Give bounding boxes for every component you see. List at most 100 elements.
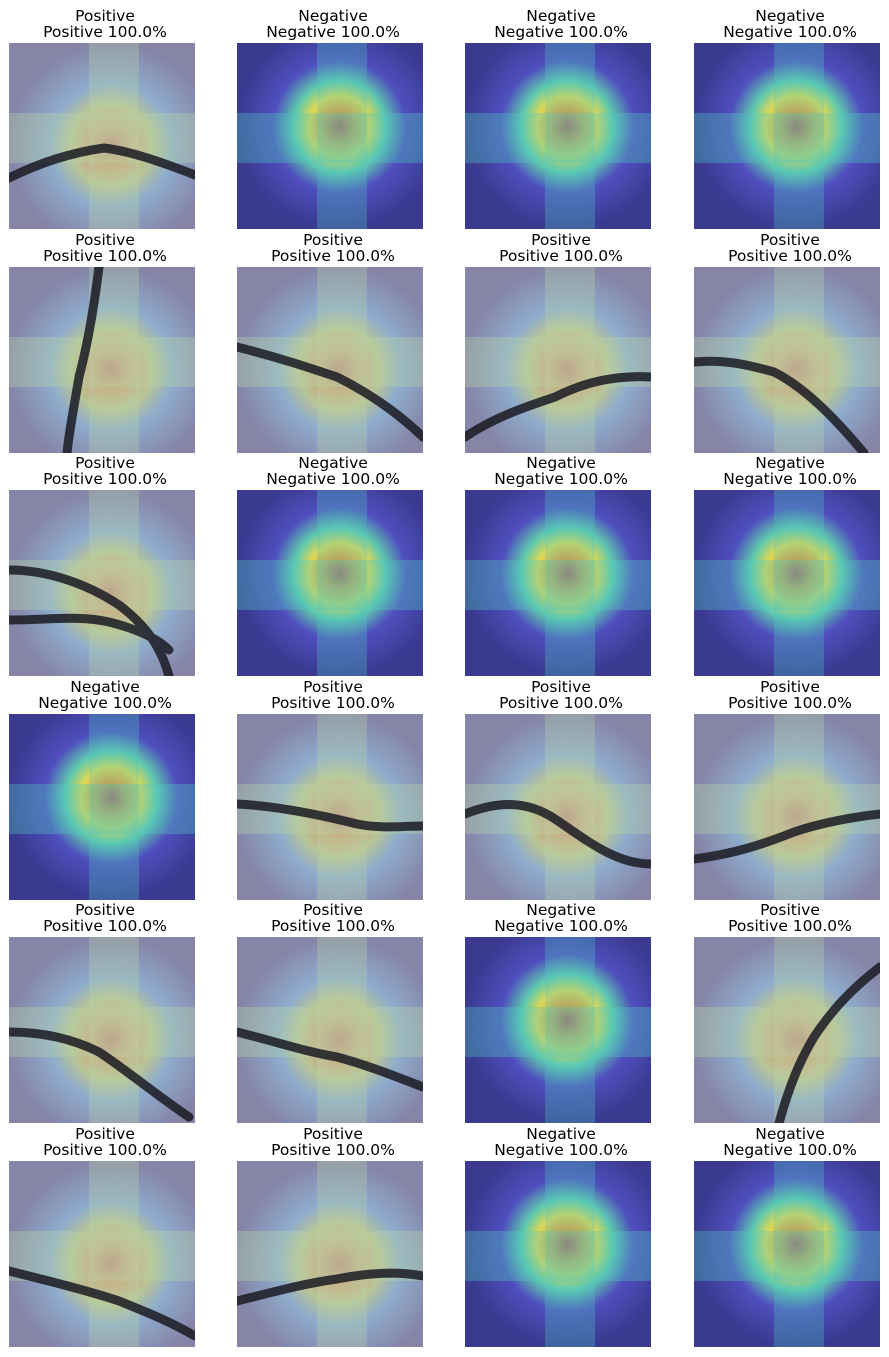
predicted-label: Positive 100.0%	[728, 917, 852, 935]
predicted-label: Negative 100.0%	[494, 470, 628, 488]
crack-line	[237, 342, 423, 442]
predicted-label: Positive 100.0%	[43, 23, 167, 41]
cell-title: Positive Positive 100.0%	[0, 902, 210, 934]
cell-title: Positive Positive 100.0%	[228, 1126, 438, 1158]
crack-line	[9, 143, 195, 183]
gradcam-cell: Positive Positive 100.0%	[0, 1118, 228, 1347]
crack-line	[774, 962, 880, 1123]
true-label: Positive	[531, 678, 591, 696]
gradcam-cell: Negative Negative 100.0%	[456, 894, 684, 1123]
gradcam-heatmap-image	[465, 1161, 651, 1347]
cell-title: Positive Positive 100.0%	[0, 232, 210, 264]
true-label: Positive	[303, 678, 363, 696]
cell-title: Positive Positive 100.0%	[228, 902, 438, 934]
cell-title: Negative Negative 100.0%	[0, 679, 210, 711]
gradcam-cell: Positive Positive 100.0%	[0, 0, 228, 229]
true-label: Positive	[75, 7, 135, 25]
gradcam-heatmap-image	[237, 1161, 423, 1347]
gradcam-heatmap-image	[237, 937, 423, 1123]
gradcam-heatmap-image	[694, 714, 880, 900]
crack-line	[9, 565, 174, 676]
cell-title: Positive Positive 100.0%	[685, 679, 889, 711]
true-label: Positive	[75, 454, 135, 472]
true-label: Negative	[526, 1125, 596, 1143]
gradcam-heatmap-image	[694, 267, 880, 453]
true-label: Negative	[298, 7, 368, 25]
predicted-label: Positive 100.0%	[271, 694, 395, 712]
predicted-label: Negative 100.0%	[266, 23, 400, 41]
predicted-label: Negative 100.0%	[38, 694, 172, 712]
predicted-label: Positive 100.0%	[43, 917, 167, 935]
true-label: Negative	[70, 678, 140, 696]
predicted-label: Positive 100.0%	[271, 917, 395, 935]
true-label: Negative	[298, 454, 368, 472]
cell-title: Positive Positive 100.0%	[456, 679, 666, 711]
predicted-label: Positive 100.0%	[43, 470, 167, 488]
gradcam-heatmap-image	[9, 43, 195, 229]
cell-title: Positive Positive 100.0%	[0, 455, 210, 487]
gradcam-heatmap-image	[465, 267, 651, 453]
gradcam-cell: Positive Positive 100.0%	[228, 671, 456, 900]
cell-title: Negative Negative 100.0%	[228, 455, 438, 487]
gradcam-cell: Positive Positive 100.0%	[456, 224, 684, 453]
gradcam-cell: Positive Positive 100.0%	[685, 894, 889, 1123]
gradcam-heatmap-image	[9, 267, 195, 453]
predicted-label: Positive 100.0%	[271, 1141, 395, 1159]
predicted-label: Negative 100.0%	[723, 470, 857, 488]
gradcam-heatmap-image	[694, 937, 880, 1123]
gradcam-heatmap-image	[694, 43, 880, 229]
gradcam-cell: Positive Positive 100.0%	[228, 1118, 456, 1347]
gradcam-heatmap-image	[237, 490, 423, 676]
true-label: Positive	[75, 1125, 135, 1143]
gradcam-heatmap-image	[694, 490, 880, 676]
true-label: Positive	[760, 901, 820, 919]
cell-title: Positive Positive 100.0%	[685, 232, 889, 264]
gradcam-cell: Negative Negative 100.0%	[456, 447, 684, 676]
true-label: Negative	[526, 7, 596, 25]
crack-line	[694, 356, 869, 453]
true-label: Negative	[526, 901, 596, 919]
gradcam-heatmap-image	[9, 1161, 195, 1347]
true-label: Negative	[755, 454, 825, 472]
cell-title: Negative Negative 100.0%	[685, 455, 889, 487]
predicted-label: Positive 100.0%	[728, 247, 852, 265]
predicted-label: Positive 100.0%	[43, 1141, 167, 1159]
crack-line	[9, 1027, 194, 1122]
cell-title: Positive Positive 100.0%	[456, 232, 666, 264]
crack-line	[465, 800, 651, 869]
gradcam-heatmap-image	[465, 937, 651, 1123]
gradcam-cell: Negative Negative 100.0%	[456, 0, 684, 229]
predicted-label: Negative 100.0%	[494, 23, 628, 41]
cell-title: Negative Negative 100.0%	[456, 8, 666, 40]
predicted-label: Negative 100.0%	[723, 23, 857, 41]
cell-title: Positive Positive 100.0%	[228, 232, 438, 264]
true-label: Positive	[760, 678, 820, 696]
gradcam-cell: Negative Negative 100.0%	[456, 1118, 684, 1347]
predicted-label: Positive 100.0%	[43, 247, 167, 265]
true-label: Negative	[526, 454, 596, 472]
gradcam-heatmap-image	[465, 490, 651, 676]
gradcam-cell: Negative Negative 100.0%	[685, 447, 889, 676]
true-label: Negative	[755, 7, 825, 25]
cell-title: Negative Negative 100.0%	[685, 8, 889, 40]
predicted-label: Negative 100.0%	[494, 917, 628, 935]
gradcam-cell: Negative Negative 100.0%	[0, 671, 228, 900]
true-label: Positive	[303, 901, 363, 919]
predicted-label: Positive 100.0%	[499, 247, 623, 265]
gradcam-cell: Negative Negative 100.0%	[228, 0, 456, 229]
true-label: Negative	[755, 1125, 825, 1143]
cell-title: Negative Negative 100.0%	[685, 1126, 889, 1158]
crack-line	[465, 372, 651, 442]
crack-line	[237, 1268, 423, 1306]
gradcam-cell: Positive Positive 100.0%	[228, 224, 456, 453]
gradcam-cell: Negative Negative 100.0%	[685, 1118, 889, 1347]
gradcam-heatmap-image	[9, 490, 195, 676]
gradcam-cell: Positive Positive 100.0%	[0, 447, 228, 676]
cell-title: Negative Negative 100.0%	[456, 1126, 666, 1158]
true-label: Positive	[303, 1125, 363, 1143]
crack-line	[9, 1266, 195, 1341]
cell-title: Positive Positive 100.0%	[685, 902, 889, 934]
predicted-label: Positive 100.0%	[271, 247, 395, 265]
gradcam-heatmap-image	[9, 937, 195, 1123]
